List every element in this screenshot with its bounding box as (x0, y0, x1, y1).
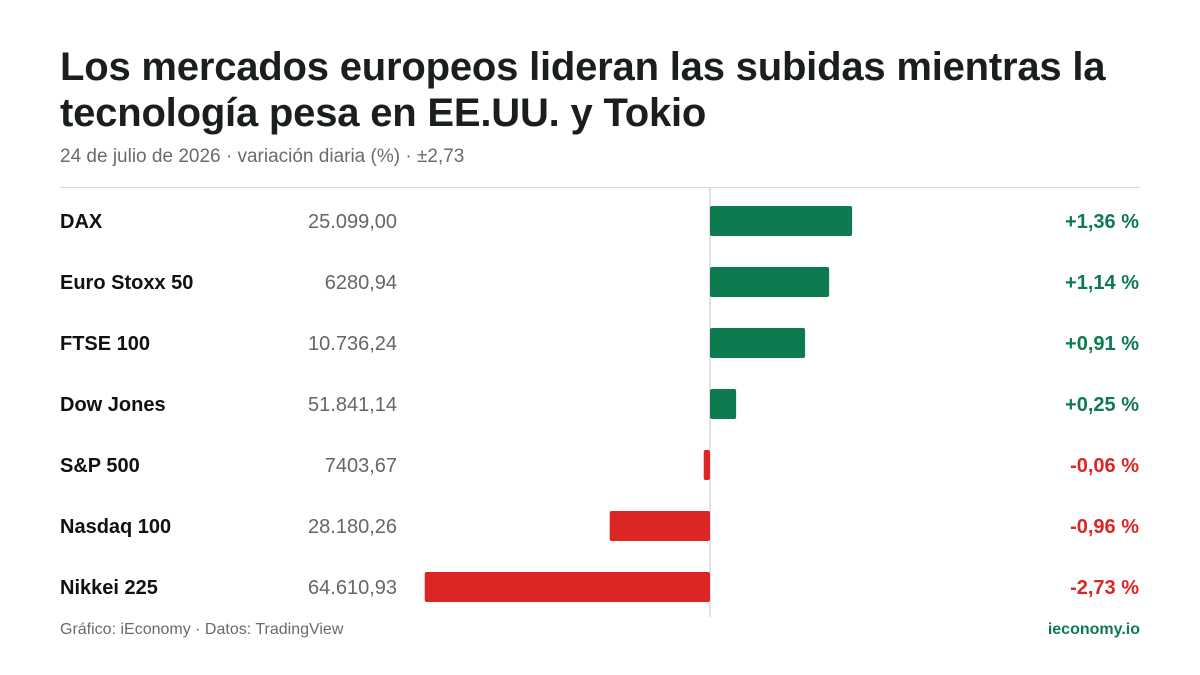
category-label: Nikkei 225 (60, 577, 158, 599)
brand-link[interactable]: ieconomy.io (1047, 621, 1140, 638)
value-label: -0,96 % (1070, 516, 1139, 538)
chart-subtitle: 24 de julio de 2026 · variación diaria (… (60, 146, 465, 167)
category-label: Dow Jones (60, 394, 166, 416)
index-level-label: 10.736,24 (308, 333, 397, 355)
header-divider (60, 187, 1140, 188)
index-level-label: 7403,67 (325, 455, 397, 477)
index-level-label: 25.099,00 (308, 211, 397, 233)
bar (710, 267, 830, 297)
category-label: Nasdaq 100 (60, 516, 171, 538)
bar (703, 450, 710, 480)
index-level-label: 6280,94 (325, 272, 397, 294)
value-label: +0,25 % (1065, 394, 1139, 416)
bar (710, 328, 806, 358)
value-label: +1,14 % (1065, 272, 1139, 294)
bar (424, 572, 710, 602)
source-credit: Gráfico: iEconomy · Datos: TradingView (60, 621, 344, 638)
chart-title: Los mercados europeos lideran las subida… (60, 45, 1106, 135)
category-label: Euro Stoxx 50 (60, 272, 193, 294)
index-level-label: 51.841,14 (308, 394, 397, 416)
index-level-label: 64.610,93 (308, 577, 397, 599)
value-label: +0,91 % (1065, 333, 1139, 355)
value-label: -0,06 % (1070, 455, 1139, 477)
bar (710, 389, 737, 419)
bar (609, 511, 710, 541)
category-label: DAX (60, 211, 103, 233)
category-label: FTSE 100 (60, 333, 150, 355)
bar (710, 206, 853, 236)
value-label: +1,36 % (1065, 211, 1139, 233)
index-level-label: 28.180,26 (308, 516, 397, 538)
category-label: S&P 500 (60, 455, 140, 477)
value-label: -2,73 % (1070, 577, 1139, 599)
